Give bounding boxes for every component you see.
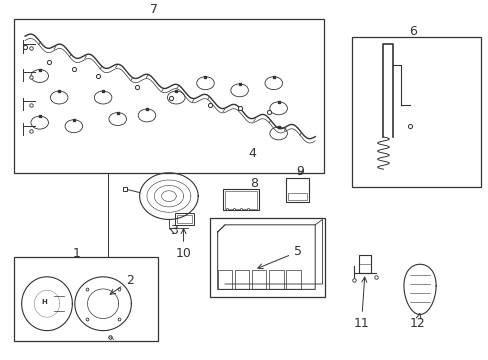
Text: 10: 10 <box>175 229 191 260</box>
Text: 7: 7 <box>150 3 158 16</box>
Bar <box>251 270 266 289</box>
Bar <box>285 270 300 289</box>
Bar <box>268 270 283 289</box>
Text: 6: 6 <box>408 25 416 38</box>
Bar <box>351 37 480 187</box>
Bar <box>222 189 259 211</box>
Bar <box>217 270 232 289</box>
Bar <box>224 191 256 209</box>
Text: 3: 3 <box>169 224 177 237</box>
Text: 8: 8 <box>250 177 258 190</box>
Bar <box>234 270 249 289</box>
Bar <box>14 19 324 173</box>
Bar <box>14 257 158 341</box>
Text: 12: 12 <box>409 314 425 330</box>
Text: 9: 9 <box>296 165 304 177</box>
Bar <box>288 193 306 200</box>
Text: 11: 11 <box>353 277 368 330</box>
Bar <box>177 215 191 223</box>
Bar <box>210 218 325 297</box>
Text: 4: 4 <box>247 147 255 159</box>
Text: 5: 5 <box>257 245 302 269</box>
Bar <box>285 178 309 202</box>
Bar <box>174 213 194 225</box>
Text: 2: 2 <box>110 274 134 294</box>
Text: H: H <box>41 299 47 305</box>
Text: 1: 1 <box>72 247 80 260</box>
